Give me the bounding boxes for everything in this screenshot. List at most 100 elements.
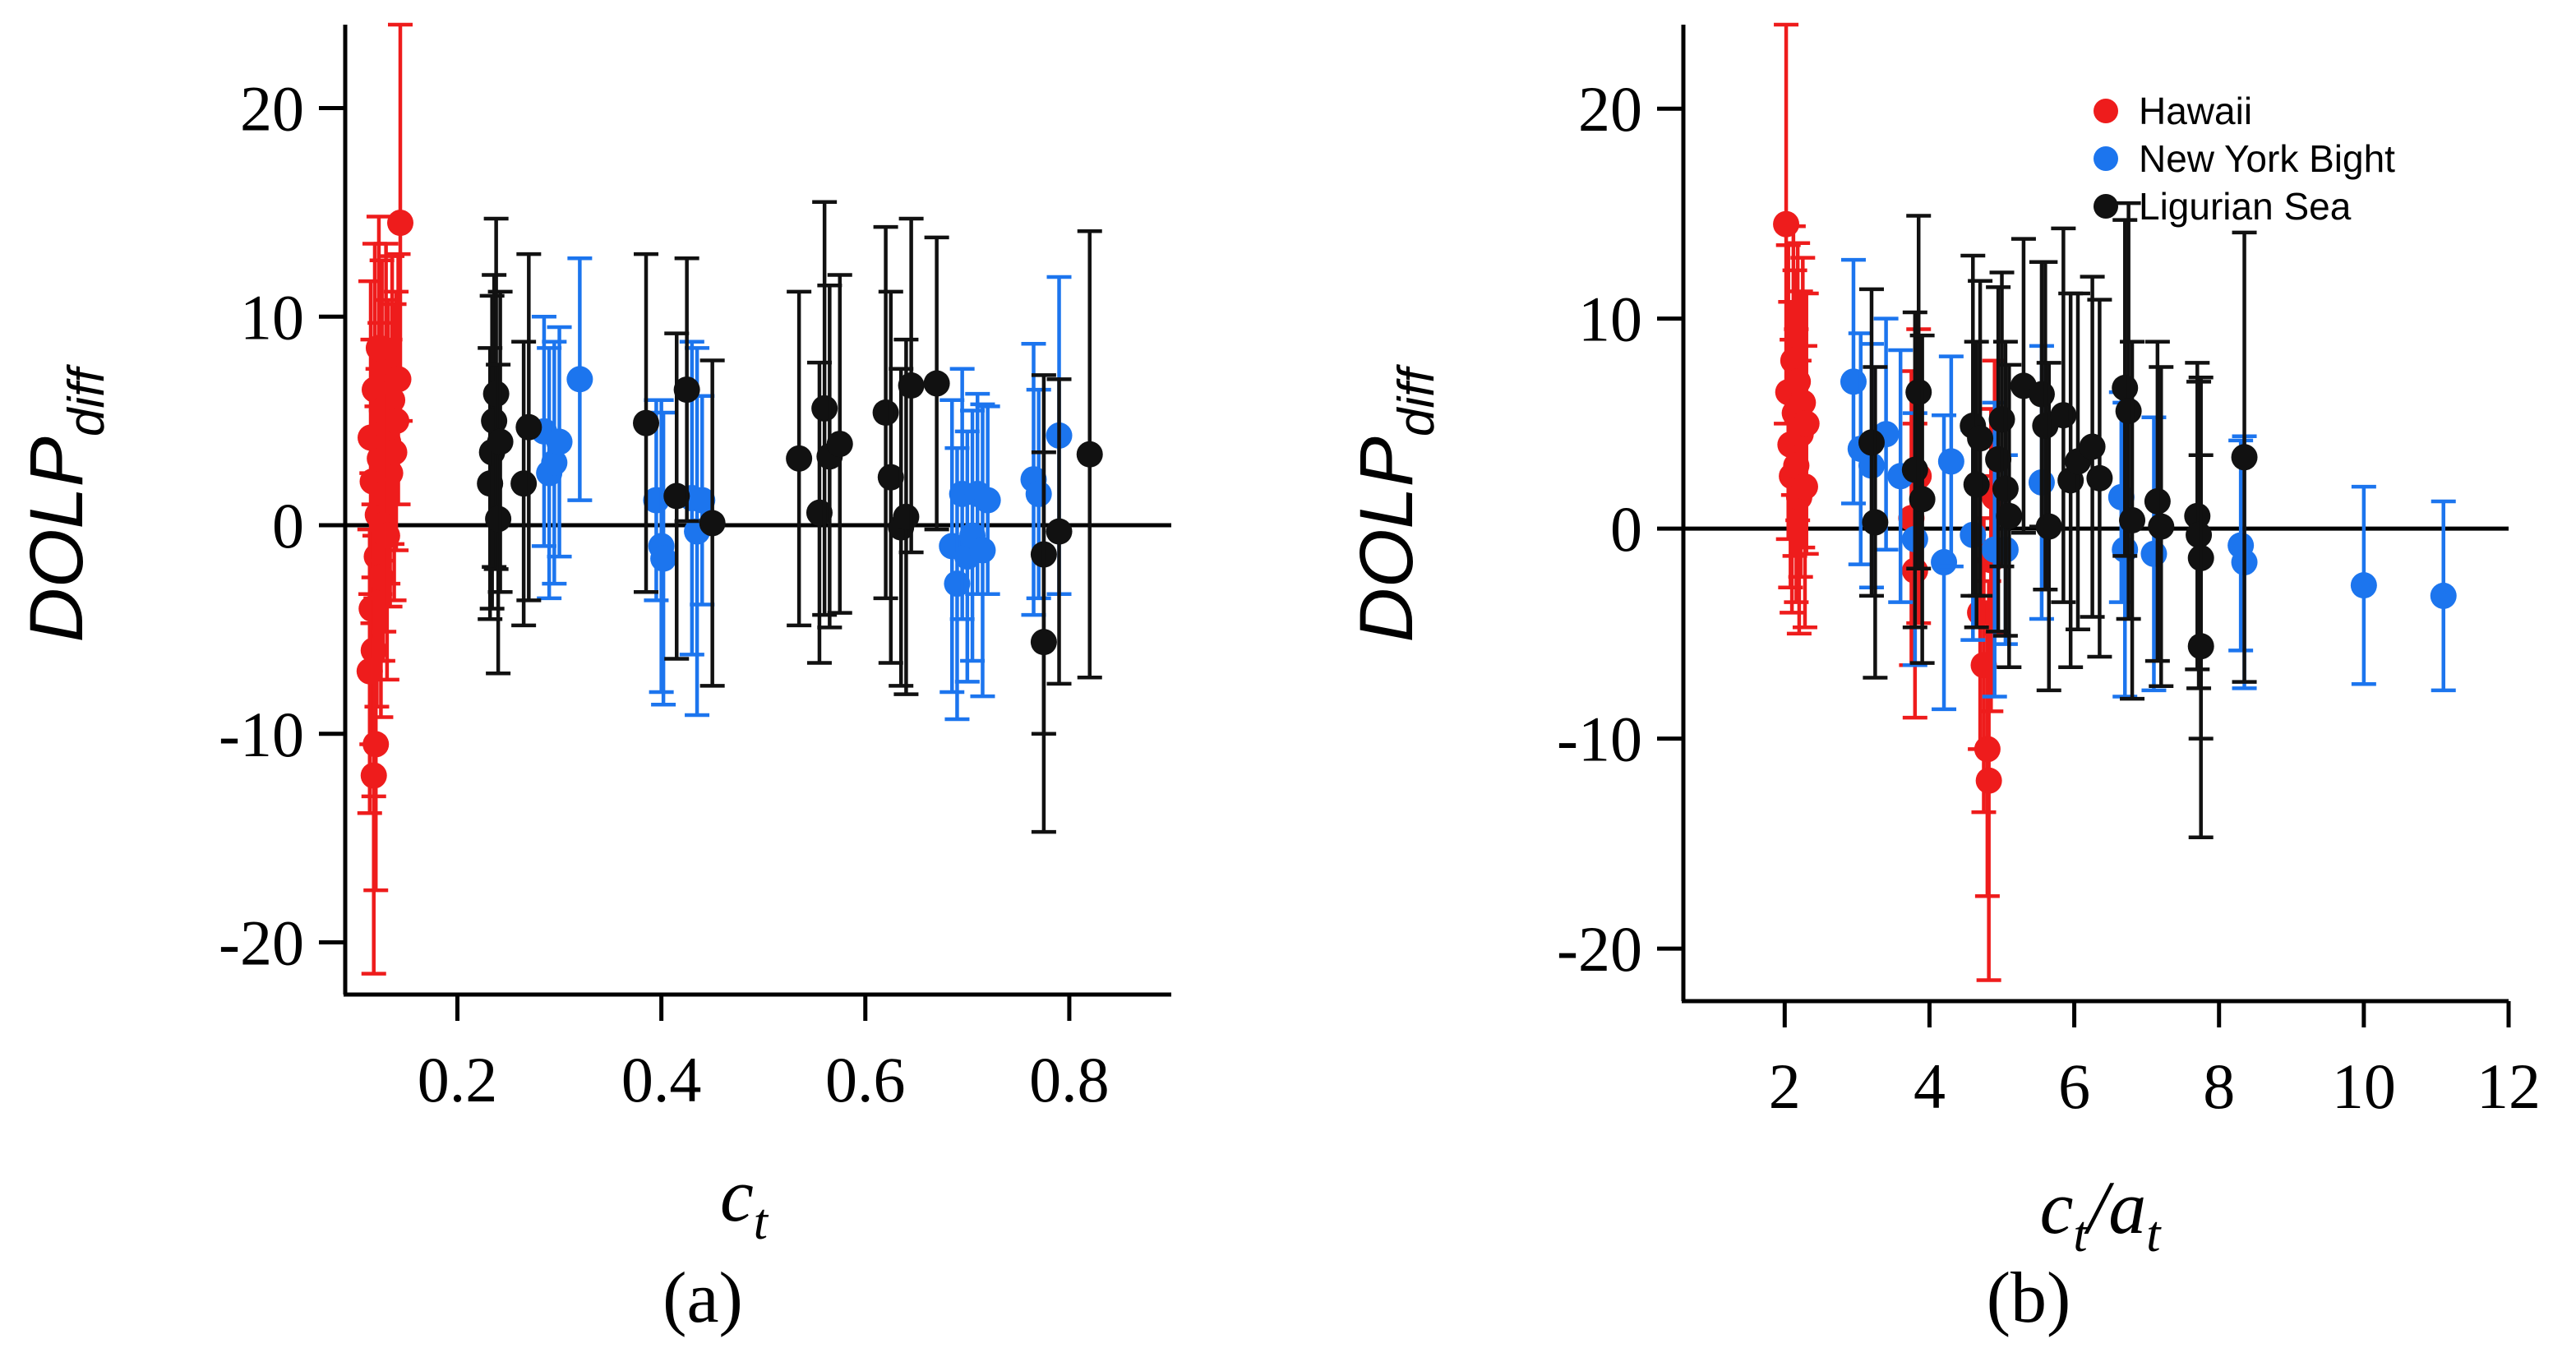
data-point: [1773, 210, 1800, 238]
y-tick-label: 20: [1578, 73, 1642, 145]
data-point: [663, 482, 690, 510]
y-axis-label: DOLPdiff: [15, 364, 115, 643]
x-tick-label: 0.4: [621, 1044, 702, 1115]
data-point: [2086, 464, 2113, 492]
data-point: [510, 470, 538, 497]
data-point: [893, 503, 920, 530]
data-point: [1931, 549, 1958, 576]
data-point: [2079, 433, 2106, 460]
data-point: [689, 487, 716, 514]
data-point: [969, 537, 996, 564]
x-tick-label: 0.6: [825, 1044, 906, 1115]
data-point: [360, 762, 387, 789]
legend-marker: [2094, 146, 2118, 171]
series-new-york-bight: [530, 256, 1073, 722]
x-tick-label: 0.2: [418, 1044, 498, 1115]
data-point: [515, 413, 542, 441]
data-point: [485, 505, 512, 533]
data-point: [2186, 521, 2213, 548]
x-tick-label: 2: [1769, 1050, 1801, 1122]
data-point: [373, 522, 400, 549]
data-point: [1967, 425, 1994, 452]
panel-caption: (b): [1987, 1258, 2071, 1338]
data-point: [1901, 456, 1928, 483]
data-point: [786, 445, 813, 472]
legend-marker: [2094, 194, 2118, 219]
data-point: [482, 381, 510, 408]
data-point: [2144, 487, 2171, 515]
y-axis-label-main: DOLP: [15, 436, 99, 643]
x-axis-label: ct: [720, 1153, 769, 1250]
data-point: [367, 564, 395, 591]
data-point: [1988, 406, 2015, 433]
y-axis-label-sub: diff: [58, 364, 115, 436]
data-point: [2231, 444, 2258, 471]
panel-b: -20 -10 0 10 20 2 4 6 8 10 12 DOLPdiff ct/at(b): [1345, 22, 2541, 1338]
data-point: [1046, 518, 1073, 545]
data-point: [974, 487, 1001, 514]
data-point: [1909, 486, 1936, 513]
y-tick-label: 10: [1578, 284, 1642, 355]
legend-label: Ligurian Sea: [2139, 185, 2352, 228]
data-point: [1858, 429, 1885, 456]
data-point: [1992, 475, 2019, 502]
series-hawaii: [356, 22, 413, 976]
y-tick-label: 20: [240, 73, 304, 145]
data-point: [1975, 767, 2002, 794]
data-point: [877, 464, 904, 491]
data-point: [2119, 506, 2146, 533]
data-point: [2028, 381, 2055, 408]
data-point: [387, 210, 413, 237]
data-point: [381, 439, 408, 466]
x-tick-label: 8: [2203, 1050, 2235, 1122]
data-point: [2350, 572, 2377, 599]
x-axis-label-sub: t: [2073, 1207, 2089, 1263]
x-tick-label: 0.8: [1029, 1044, 1110, 1115]
y-axis-label-sub: diff: [1388, 364, 1445, 436]
data-point: [1793, 410, 1820, 437]
legend: Hawaii New York Bight Ligurian Sea: [2094, 90, 2395, 228]
x-axis-label-sub-2: t: [2146, 1207, 2162, 1263]
data-point: [826, 431, 853, 458]
data-point: [2140, 540, 2167, 567]
x-axis-label-sub: t: [754, 1194, 769, 1250]
data-point: [811, 395, 838, 422]
data-point: [872, 399, 899, 426]
x-axis-label-main: c: [720, 1153, 754, 1237]
data-point: [699, 510, 726, 537]
y-tick-label: -20: [1557, 913, 1642, 985]
data-point: [385, 366, 412, 393]
data-point: [365, 335, 392, 362]
data-point: [566, 366, 593, 393]
x-axis-label-main: c: [2040, 1166, 2074, 1249]
series-new-york-bight: [1840, 257, 2457, 712]
data-point: [650, 545, 677, 572]
x-tick-label: 6: [2058, 1050, 2090, 1122]
data-point: [1996, 502, 2023, 529]
data-point: [546, 428, 573, 455]
data-point: [898, 372, 925, 399]
series-hawaii: [1773, 22, 2008, 982]
data-point: [2187, 633, 2214, 660]
legend-label: Hawaii: [2139, 90, 2252, 132]
data-point: [2112, 374, 2139, 401]
data-point: [2115, 398, 2142, 425]
data-point: [633, 409, 660, 436]
data-point: [1963, 471, 1990, 498]
y-tick-label: -10: [1557, 704, 1642, 775]
y-axis-label: DOLPdiff: [1345, 364, 1445, 643]
data-point: [1862, 509, 1889, 536]
series-ligurian-sea: [1858, 201, 2258, 839]
data-point: [2050, 402, 2077, 429]
data-point: [2148, 513, 2175, 540]
x-tick-label: 12: [2477, 1050, 2541, 1122]
y-tick-label: 10: [240, 281, 304, 353]
data-point: [2035, 513, 2062, 540]
data-point: [1025, 480, 1052, 507]
data-point: [487, 428, 514, 455]
panel-a: -20 -10 0 10 20 0.2 0.4 0.6 0.8 DOLPdiff ct(a): [15, 22, 1171, 1338]
series-ligurian-sea: [477, 200, 1103, 834]
data-point: [1937, 448, 1964, 475]
data-point: [1030, 629, 1057, 656]
